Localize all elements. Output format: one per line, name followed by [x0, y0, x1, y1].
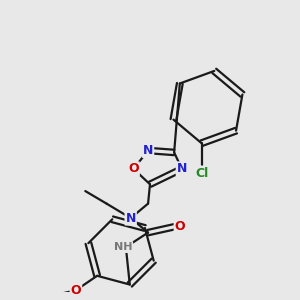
Text: N: N	[125, 212, 136, 225]
Text: Cl: Cl	[195, 167, 208, 180]
Text: NH: NH	[114, 242, 132, 252]
Text: N: N	[177, 162, 187, 176]
Text: O: O	[128, 162, 139, 176]
Text: N: N	[143, 144, 153, 157]
Text: O: O	[70, 284, 81, 297]
Text: O: O	[175, 220, 185, 233]
